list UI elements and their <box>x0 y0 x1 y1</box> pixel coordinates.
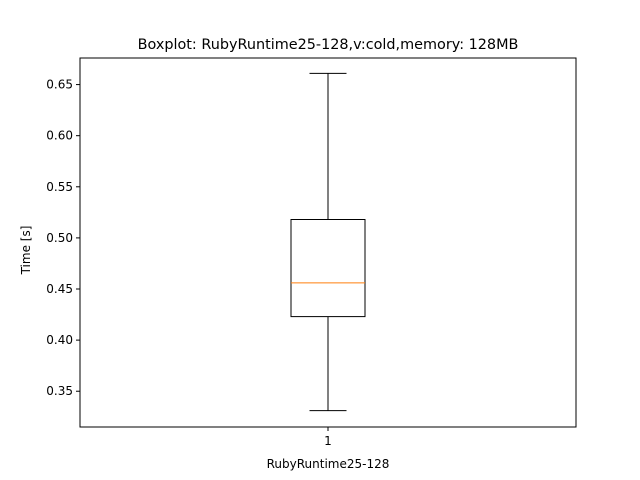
y-tick-label: 0.65 <box>46 78 73 92</box>
y-tick-label: 0.50 <box>46 231 73 245</box>
y-tick-label: 0.60 <box>46 129 73 143</box>
y-tick-label: 0.35 <box>46 384 73 398</box>
y-tick-label: 0.40 <box>46 333 73 347</box>
y-axis-label: Time [s] <box>19 226 33 276</box>
x-axis-label: RubyRuntime25-128 <box>267 457 390 471</box>
y-tick-label: 0.45 <box>46 282 73 296</box>
interquartile-box <box>290 219 366 318</box>
box-series <box>290 72 366 412</box>
x-tick-label: 1 <box>324 434 332 448</box>
chart-title: Boxplot: RubyRuntime25-128,v:cold,memory… <box>138 37 519 53</box>
x-axis: 1 <box>324 427 332 448</box>
y-tick-label: 0.55 <box>46 180 73 194</box>
y-axis: 0.35 0.40 0.45 0.50 0.55 0.60 0.65 <box>46 78 80 398</box>
